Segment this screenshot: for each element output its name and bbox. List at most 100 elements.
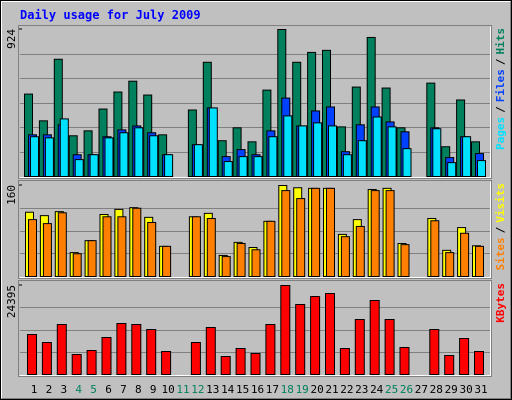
bar — [372, 116, 382, 177]
bar — [313, 122, 323, 177]
bar — [74, 159, 84, 178]
legend-separator: / — [494, 226, 507, 233]
bar — [42, 223, 52, 277]
bar — [117, 216, 127, 277]
bar — [116, 323, 127, 376]
x-tick-label: 16 — [251, 383, 264, 396]
bar — [205, 327, 216, 375]
bar — [385, 190, 395, 277]
y-tick-label: 924 — [5, 29, 18, 49]
bar — [444, 354, 455, 376]
legend-entry: Files — [494, 69, 507, 102]
bar — [296, 198, 306, 277]
bar — [86, 350, 97, 375]
bar — [28, 219, 37, 277]
bar — [71, 354, 82, 376]
bar — [164, 154, 174, 177]
bar — [402, 148, 412, 177]
bar — [131, 324, 142, 376]
bar — [447, 162, 457, 177]
bar — [89, 154, 99, 177]
bar — [265, 324, 276, 376]
bar — [250, 353, 261, 376]
bar — [280, 285, 291, 375]
x-tick-label: 28 — [430, 383, 443, 396]
bar — [325, 293, 335, 376]
bar — [311, 187, 321, 277]
bar — [221, 256, 231, 277]
bar — [193, 144, 203, 178]
bar — [236, 243, 246, 277]
legend-separator: / — [494, 106, 507, 113]
bar — [459, 338, 470, 376]
bar — [208, 107, 218, 177]
bar — [295, 304, 306, 375]
bar — [220, 355, 231, 376]
x-tick-label: 15 — [236, 383, 249, 396]
bar — [369, 299, 380, 375]
bar — [41, 342, 52, 375]
x-tick-label: 22 — [340, 383, 353, 396]
bar — [339, 348, 350, 375]
bar — [191, 216, 201, 277]
x-tick-label: 17 — [266, 383, 279, 396]
bar — [101, 336, 112, 375]
legend-entry: Pages — [494, 117, 507, 150]
panel-bevel — [19, 26, 491, 178]
bar — [206, 217, 216, 278]
legend-entry: KBytes — [494, 283, 507, 323]
legend-entry: Hits — [494, 28, 507, 55]
legend: Pages / Files / Hits — [494, 28, 507, 150]
bar — [57, 212, 67, 278]
bar — [44, 137, 54, 178]
x-tick-label: 23 — [355, 383, 368, 396]
x-tick-label: 30 — [459, 383, 472, 396]
bar — [400, 244, 410, 277]
bar — [146, 329, 157, 376]
bar — [432, 128, 442, 177]
bar — [399, 346, 410, 376]
x-tick-label: 14 — [221, 383, 235, 396]
bar — [310, 295, 321, 376]
x-tick-label: 26 — [400, 383, 413, 396]
bar — [357, 140, 367, 177]
bar — [119, 132, 129, 177]
x-tick-label: 2 — [46, 383, 53, 396]
bar — [251, 249, 261, 278]
y-tick-label: 24395 — [5, 285, 18, 318]
bar — [340, 236, 350, 277]
bar — [460, 232, 470, 277]
x-tick-label: 6 — [105, 383, 112, 396]
bar — [27, 334, 37, 375]
x-tick-label: 1 — [31, 383, 38, 396]
x-tick-label: 8 — [135, 383, 142, 396]
x-tick-label: 5 — [90, 383, 97, 396]
legend: KBytes — [494, 283, 507, 323]
bar — [30, 136, 39, 178]
x-tick-label: 18 — [281, 383, 294, 396]
legend-entry: Visits — [494, 183, 507, 223]
bar — [268, 136, 278, 178]
bar — [283, 115, 293, 177]
bar — [298, 125, 308, 177]
x-tick-label: 10 — [161, 383, 174, 396]
x-tick-label: 9 — [150, 383, 157, 396]
x-tick-label: 3 — [60, 383, 67, 396]
bar — [328, 125, 337, 177]
legend-separator: / — [494, 58, 507, 65]
bar — [266, 220, 276, 278]
x-tick-label: 21 — [325, 383, 338, 396]
panel-bevel — [19, 181, 491, 278]
bar — [475, 245, 484, 277]
bar — [370, 190, 380, 277]
bar — [474, 351, 484, 376]
bar — [445, 252, 455, 278]
bar — [355, 225, 365, 277]
bar — [87, 240, 97, 277]
x-tick-label: 29 — [445, 383, 458, 396]
legend-entry: Sites — [494, 237, 507, 270]
x-tick-label: 24 — [370, 383, 384, 396]
